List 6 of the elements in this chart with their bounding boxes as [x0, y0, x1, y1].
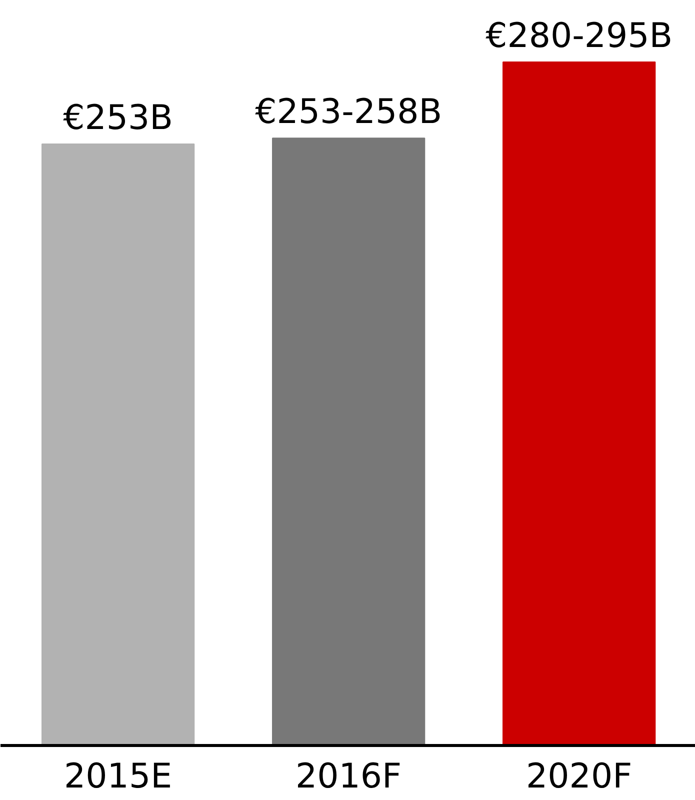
data-label: €253B	[63, 98, 173, 138]
data-label: €280-295B	[486, 16, 673, 56]
x-tick-label: 2015E	[64, 756, 172, 796]
x-tick-label: 2016F	[296, 756, 402, 796]
x-tick-label: 2020F	[526, 756, 632, 796]
data-label: €253-258B	[255, 92, 442, 132]
